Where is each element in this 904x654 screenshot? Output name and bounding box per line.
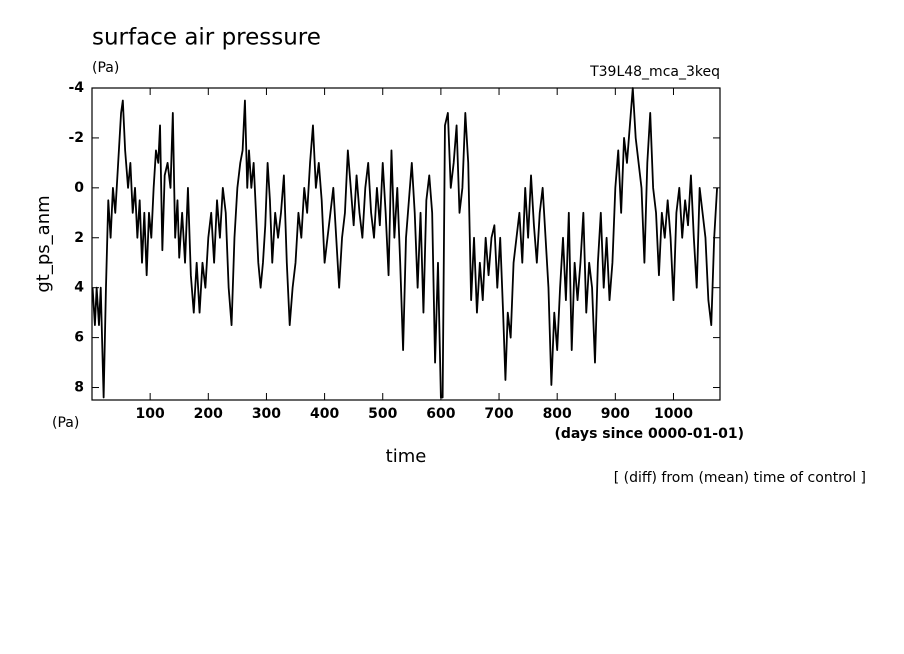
y-unit: (Pa)	[92, 60, 119, 76]
y-tick-label: 8	[74, 380, 84, 396]
x-tick-label: 700	[484, 406, 513, 422]
y-tick-label: -4	[68, 80, 84, 96]
chart-title: surface air pressure	[92, 25, 321, 51]
x-tick-label: 100	[136, 406, 165, 422]
x-tick-label: 500	[368, 406, 397, 422]
x-axis-title: time	[386, 446, 427, 467]
x-tick-label: 200	[194, 406, 223, 422]
x-unit: (days since 0000-01-01)	[555, 426, 745, 442]
x-tick-label: 900	[601, 406, 630, 422]
y-tick-label: 6	[74, 330, 84, 346]
x-tick-label: 600	[426, 406, 455, 422]
annotation: [ (diff) from (mean) time of control ]	[614, 470, 866, 486]
y-unit-bottom: (Pa)	[52, 415, 79, 431]
y-tick-label: 0	[74, 180, 84, 196]
y-axis-title: gt_ps_anm	[33, 195, 54, 292]
plot-frame	[91, 87, 721, 401]
x-tick-label: 400	[310, 406, 339, 422]
y-tick-label: -2	[68, 130, 84, 146]
data-line	[91, 87, 718, 399]
y-tick-label: 2	[74, 230, 84, 246]
x-tick-label: 800	[543, 406, 572, 422]
x-tick-label: 1000	[654, 406, 693, 422]
subtitle: T39L48_mca_3keq	[589, 64, 720, 80]
y-tick-label: 4	[74, 280, 84, 296]
x-tick-label: 300	[252, 406, 281, 422]
